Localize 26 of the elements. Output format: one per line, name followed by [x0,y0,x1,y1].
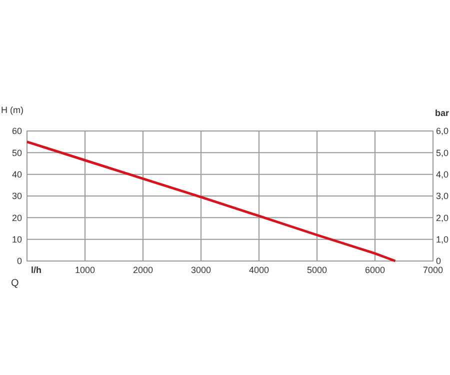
x-tick-label: 4000 [248,265,270,275]
y2-axis-title: bar [435,108,450,118]
x-tick-label: 2000 [132,265,154,275]
x-tick-label: 3000 [190,265,212,275]
y2-tick-label: 5,0 [436,148,449,158]
x-tick-label: 1000 [74,265,96,275]
x-tick-label: 6000 [364,265,386,275]
y-tick-label: 10 [12,234,22,244]
y-tick-label: 50 [12,148,22,158]
y2-tick-label: 1,0 [436,234,449,244]
y2-tick-label: 0 [436,256,442,266]
y-tick-label: 40 [12,169,22,180]
y-axis-title: H (m) [1,105,24,115]
y2-tick-label: 2,0 [436,212,449,223]
text: Q [11,278,19,289]
y-tick-label: 20 [12,212,22,223]
y-tick-label: 60 [12,126,22,136]
y2-tick-label: 6,0 [436,126,449,136]
y2-tick-label: 4,0 [436,169,449,180]
x-tick-label: 5000 [306,265,328,275]
x-axis-title: l/h [31,265,42,275]
y2-tick-label: 3,0 [436,191,449,202]
y-tick-label: 0 [16,256,22,266]
x-tick-label: 7000 [422,265,444,275]
y-tick-label: 30 [12,191,22,202]
line-series [26,140,397,262]
